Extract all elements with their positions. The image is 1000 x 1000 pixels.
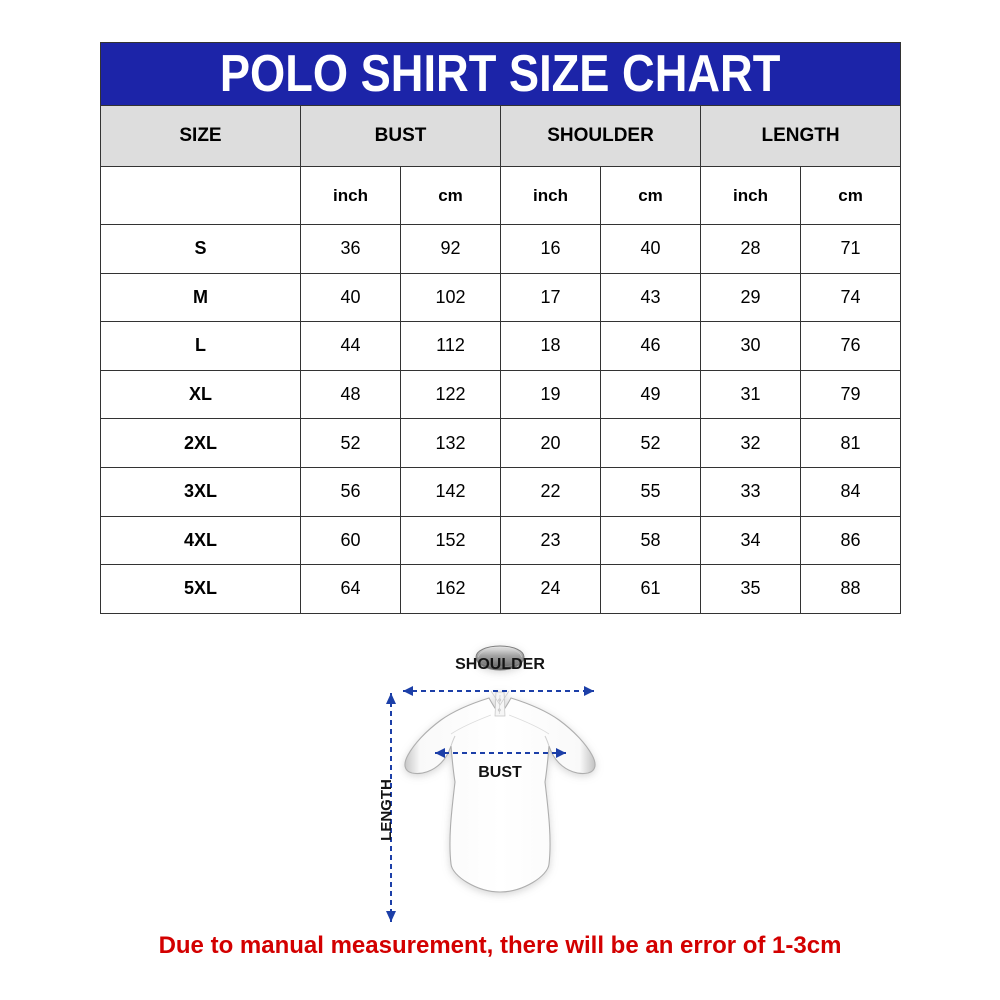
svg-text:BUST: BUST: [478, 764, 522, 781]
svg-text:SHOULDER: SHOULDER: [455, 656, 545, 673]
svg-text:LENGTH: LENGTH: [378, 779, 395, 841]
